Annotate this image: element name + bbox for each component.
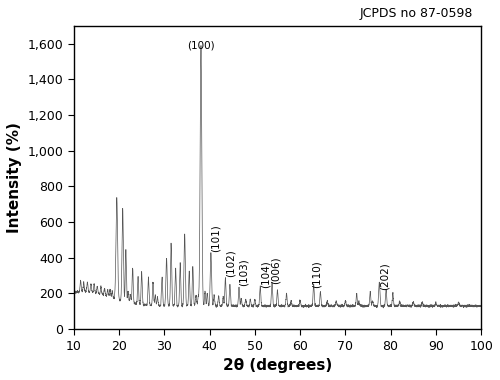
Text: (110): (110) (312, 260, 322, 288)
Y-axis label: Intensity (%): Intensity (%) (7, 122, 22, 233)
Text: (100): (100) (187, 41, 215, 51)
Text: (006): (006) (270, 257, 280, 285)
Text: (101): (101) (211, 225, 221, 252)
Text: JCPDS no 87-0598: JCPDS no 87-0598 (360, 7, 473, 20)
X-axis label: 2θ (degrees): 2θ (degrees) (223, 358, 332, 373)
Text: (202): (202) (380, 262, 390, 290)
Text: (102): (102) (226, 250, 235, 277)
Text: (104): (104) (260, 260, 270, 288)
Text: (103): (103) (239, 258, 249, 286)
